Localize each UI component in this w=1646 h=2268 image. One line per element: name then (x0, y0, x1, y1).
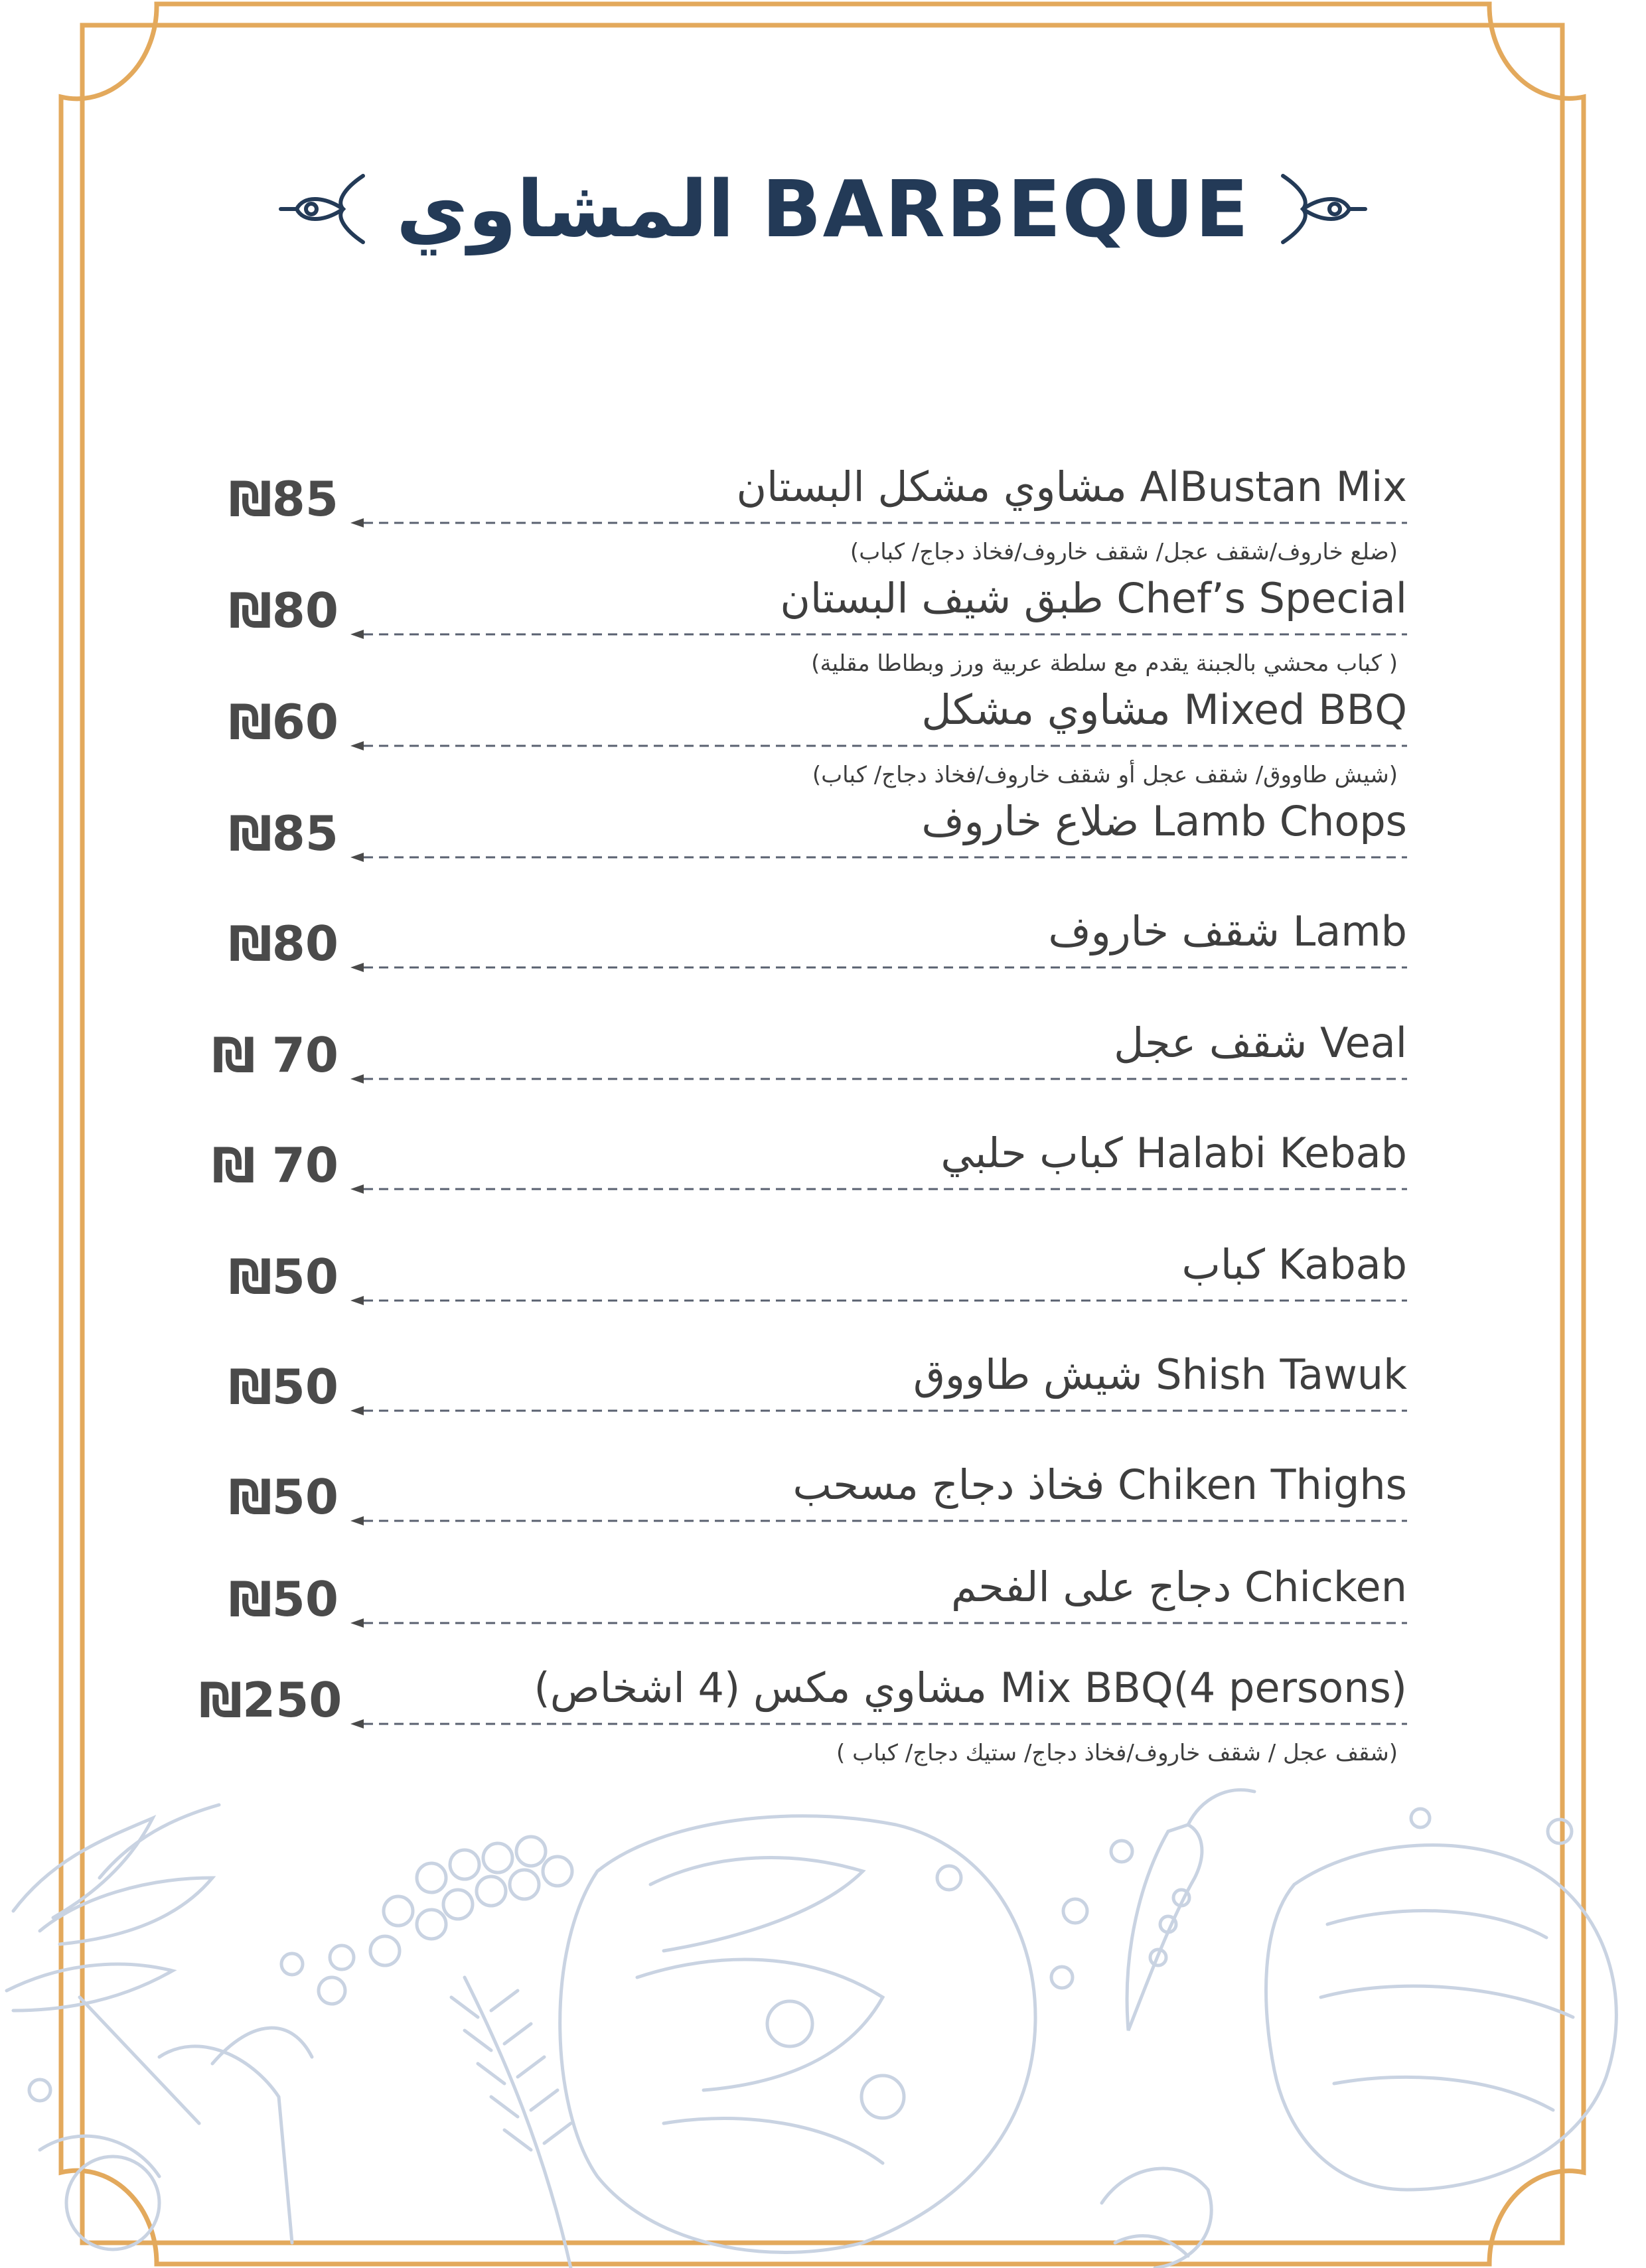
scroll-ornament-icon (278, 174, 365, 244)
item-price: ₪80 (228, 583, 338, 638)
dotted-leader (350, 741, 1407, 751)
dotted-leader (350, 1074, 1407, 1084)
item-name: شيش طاووق Shish Tawuk (913, 1350, 1407, 1399)
menu-item: شقف خاروف Lamb ₪80 (199, 896, 1407, 982)
dotted-leader (350, 518, 1407, 528)
item-description: (شيش طاووق/ شقف عجل أو شقف خاروف/فخاذ دج… (812, 762, 1398, 788)
item-description: ( شقف عجل / شقف خاروف/فخاذ دجاج/ ستيك دج… (836, 1740, 1398, 1766)
item-name: مشاوي مشكل البستان AlBustan Mix (736, 462, 1407, 511)
item-price: ₪50 (228, 1359, 338, 1415)
item-price: ₪250 (199, 1672, 342, 1728)
item-name: شقف خاروف Lamb (1048, 907, 1407, 956)
menu-item: شقف عجل Veal ₪ 70 (199, 1007, 1407, 1094)
menu-item: ضلاع خاروف Lamb Chops ₪85 (199, 786, 1407, 872)
item-price: ₪ 70 (212, 1027, 338, 1083)
item-name: فخاذ دجاج مسحب Chiken Thighs (792, 1460, 1407, 1509)
item-price: ₪80 (228, 916, 338, 971)
item-price: ₪50 (228, 1249, 338, 1305)
dotted-leader (350, 852, 1407, 863)
menu-item: طبق شيف البستان Chef’s Special ₪80 (كباب… (199, 563, 1407, 677)
scroll-ornament-icon (1281, 174, 1368, 244)
dotted-leader (350, 1405, 1407, 1416)
menu-item: مشاوي مكس (4 اشخاص) Mix BBQ(4 persons) ₪… (199, 1652, 1407, 1766)
item-name: طبق شيف البستان Chef’s Special (780, 574, 1407, 622)
dotted-leader (350, 1618, 1407, 1628)
dotted-leader (350, 1719, 1407, 1729)
item-name: دجاج على الفحم Chicken (951, 1563, 1407, 1611)
item-price: ₪60 (228, 694, 338, 750)
menu-item: مشاوي مشكل Mixed BBQ ₪60 (شيش طاووق/ شقف… (199, 674, 1407, 788)
page-title: المشاوي BARBEQUE (396, 163, 1250, 255)
dotted-leader (350, 629, 1407, 640)
item-description: (كباب محشي بالجبنة يقدم مع سلطة عربية ور… (811, 650, 1398, 677)
menu-item: كباب حلبي Halabi Kebab ₪ 70 (199, 1117, 1407, 1204)
dotted-leader (350, 1516, 1407, 1526)
item-name: كباب حلبي Halabi Kebab (940, 1129, 1407, 1177)
menu-item: مشاوي مشكل البستان AlBustan Mix ₪85 (ضلع… (199, 451, 1407, 565)
menu-item: فخاذ دجاج مسحب Chiken Thighs ₪50 (199, 1449, 1407, 1535)
dotted-leader (350, 962, 1407, 973)
item-price: ₪85 (228, 471, 338, 527)
item-name: ضلاع خاروف Lamb Chops (921, 797, 1407, 845)
menu-item: كباب Kabab ₪50 (199, 1229, 1407, 1315)
item-description: (ضلع خاروف/شقف عجل/ شقف خاروف/فخاذ دجاج/… (850, 539, 1398, 565)
item-name: شقف عجل Veal (1114, 1019, 1407, 1067)
item-price: ₪85 (228, 806, 338, 861)
menu-item: دجاج على الفحم Chicken ₪50 (199, 1551, 1407, 1638)
item-price: ₪ 70 (212, 1137, 338, 1193)
item-name: مشاوي مكس (4 اشخاص) Mix BBQ(4 persons) (534, 1664, 1407, 1712)
item-price: ₪50 (228, 1469, 338, 1525)
dotted-leader (350, 1184, 1407, 1194)
item-name: مشاوي مشكل Mixed BBQ (921, 685, 1407, 734)
menu-title: المشاوي BARBEQUE (0, 153, 1646, 265)
dotted-leader (350, 1295, 1407, 1306)
item-price: ₪50 (228, 1571, 338, 1627)
item-name: كباب Kabab (1181, 1240, 1407, 1289)
menu-item: شيش طاووق Shish Tawuk ₪50 (199, 1339, 1407, 1425)
